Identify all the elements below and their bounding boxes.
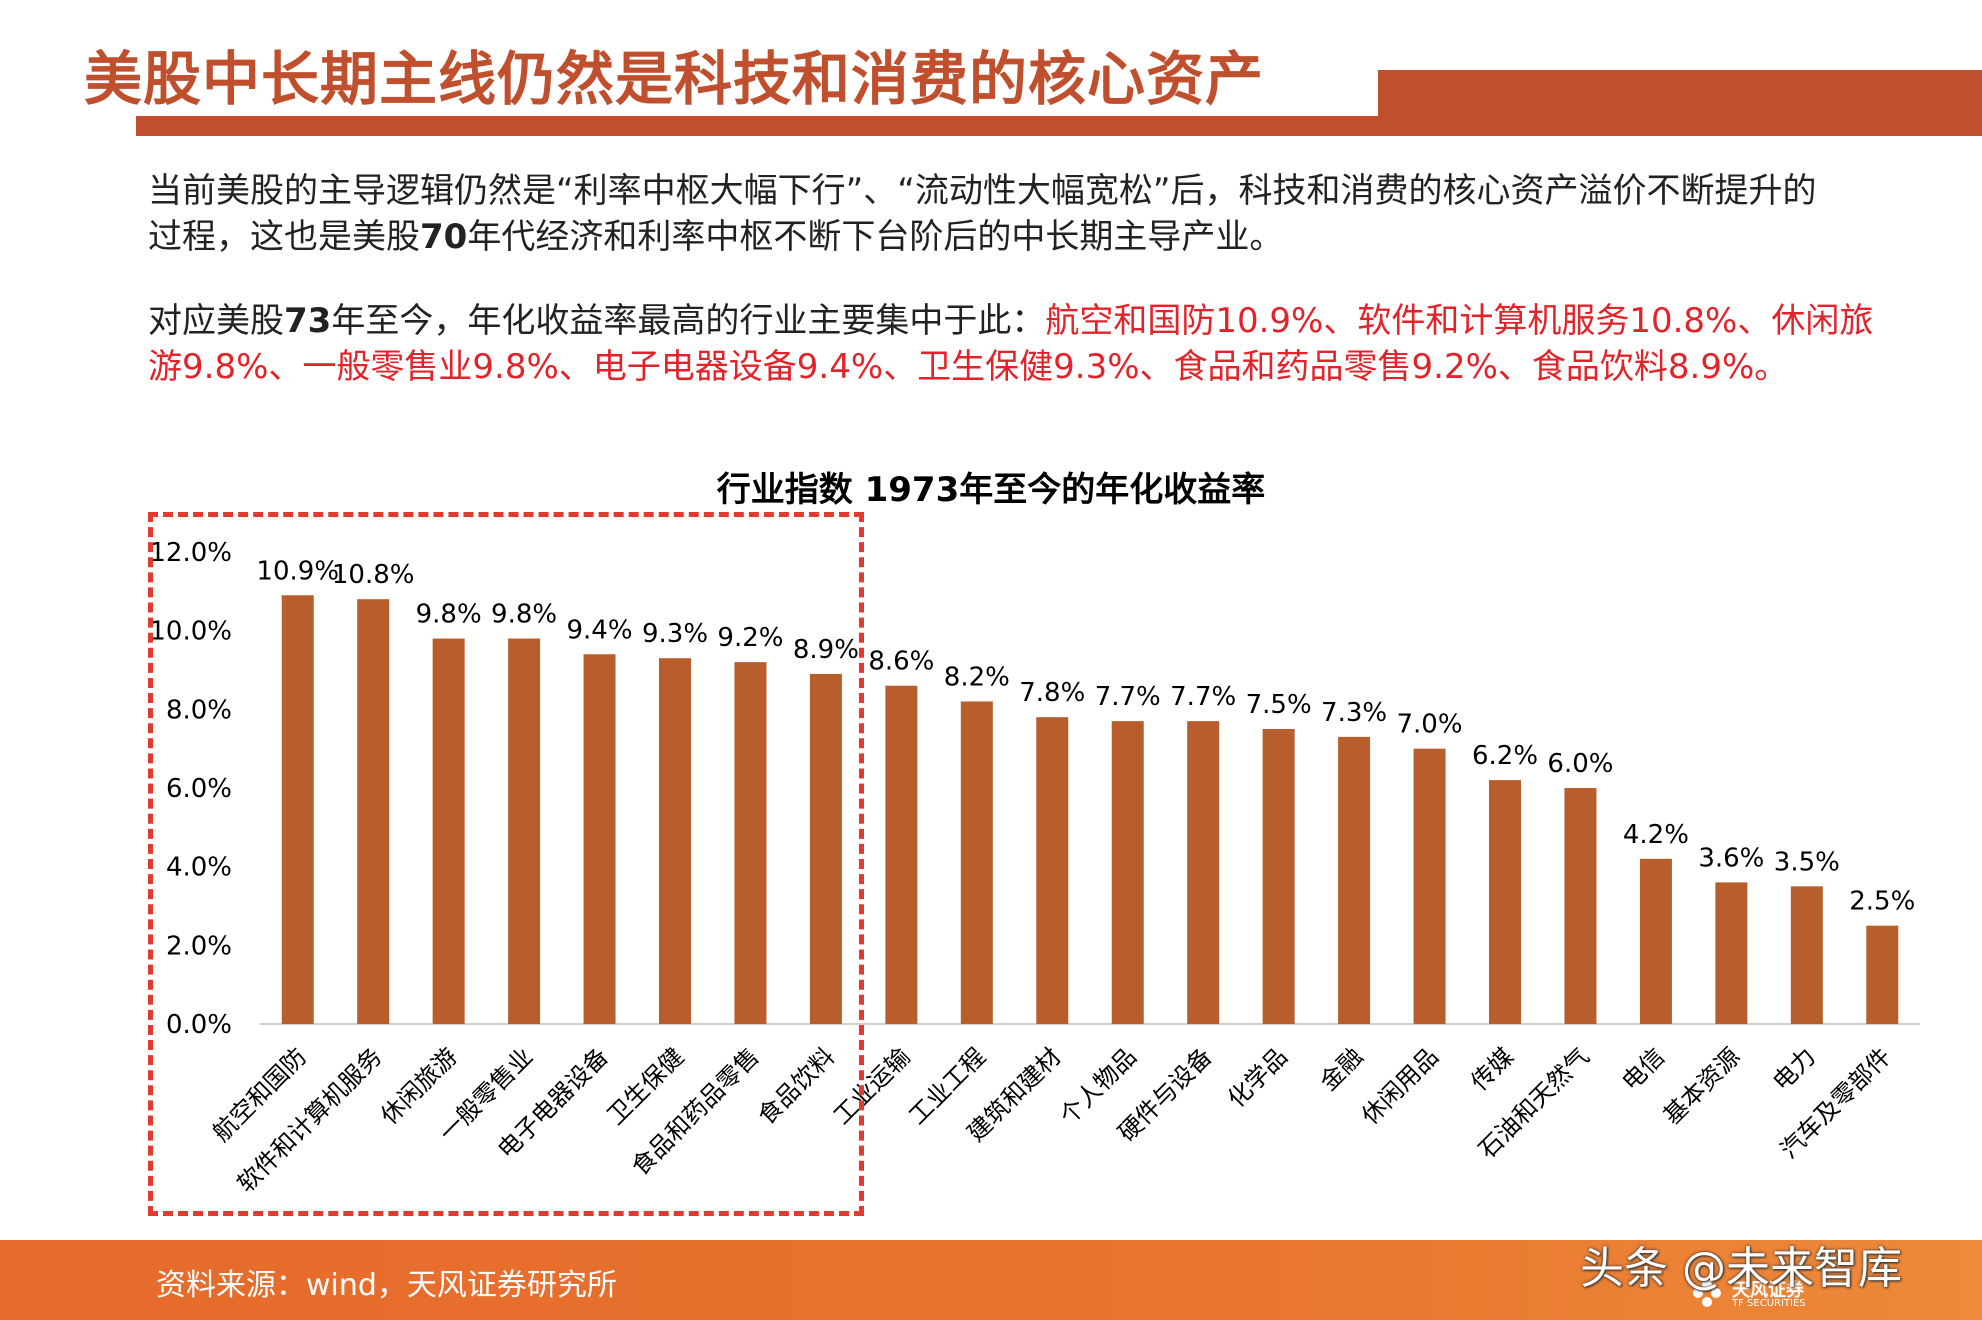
highlight-line-1: 对应美股73年至今，年化收益率最高的行业主要集中于此：航空和国防10.9%、软件… bbox=[148, 298, 1948, 344]
data-label: 10.8% bbox=[332, 560, 415, 590]
data-label: 9.2% bbox=[717, 623, 783, 653]
bar-chart: 0.0%2.0%4.0%6.0%8.0%10.0%12.0%10.9%航空和国防… bbox=[149, 538, 1920, 1198]
intro-line-1: 当前美股的主导逻辑仍然是“利率中枢大幅下行”、“流动性大幅宽松”后，科技和消费的… bbox=[148, 171, 1817, 211]
highlight-box bbox=[148, 512, 864, 1216]
data-label: 9.3% bbox=[642, 619, 708, 649]
bar bbox=[1111, 721, 1144, 1024]
data-label: 8.6% bbox=[868, 647, 934, 677]
data-label: 2.5% bbox=[1849, 887, 1915, 917]
y-tick-label: 8.0% bbox=[166, 695, 232, 725]
para-text: 年至今，年化收益率最高的行业主要集中于此： bbox=[331, 301, 1046, 341]
data-label: 7.7% bbox=[1170, 682, 1236, 712]
data-label: 7.3% bbox=[1321, 698, 1387, 728]
bar bbox=[960, 701, 993, 1024]
bar bbox=[1489, 780, 1521, 1024]
bar bbox=[1790, 886, 1823, 1024]
bar bbox=[357, 599, 390, 1024]
data-label: 7.7% bbox=[1095, 682, 1161, 712]
intro-paragraph: 当前美股的主导逻辑仍然是“利率中枢大幅下行”、“流动性大幅宽松”后，科技和消费的… bbox=[148, 168, 1948, 260]
data-label: 10.9% bbox=[256, 556, 339, 586]
y-tick-label: 2.0% bbox=[166, 931, 232, 961]
para-bold: 73 bbox=[284, 301, 332, 341]
logo-name: 天风证券 bbox=[1732, 1280, 1804, 1301]
data-label: 7.5% bbox=[1246, 690, 1312, 720]
bar bbox=[885, 685, 918, 1024]
intro-text: 年代经济和利率中枢不断下台阶后的中长期主导产业。 bbox=[467, 217, 1284, 257]
data-label: 8.2% bbox=[944, 662, 1010, 692]
para-highlight: 航空和国防10.9%、软件和计算机服务10.8%、休闲旅 bbox=[1045, 301, 1874, 341]
logo-icon bbox=[1693, 1279, 1721, 1307]
chart-title: 行业指数 1973年至今的年化收益率 bbox=[716, 470, 1266, 510]
data-label: 6.0% bbox=[1547, 749, 1613, 779]
data-label: 9.4% bbox=[567, 615, 633, 645]
category-label: 化学品 bbox=[1222, 1042, 1293, 1113]
intro-bold: 70 bbox=[420, 217, 468, 257]
data-label: 6.2% bbox=[1472, 741, 1538, 771]
watermark: 头条 @未来智库 bbox=[1580, 1243, 1902, 1294]
intro-line-2: 过程，这也是美股70年代经济和利率中枢不断下台阶后的中长期主导产业。 bbox=[148, 214, 1948, 260]
category-label: 电力 bbox=[1767, 1042, 1821, 1096]
para-text: 对应美股 bbox=[148, 301, 284, 341]
bar bbox=[1338, 736, 1371, 1024]
bar bbox=[1036, 717, 1069, 1024]
bar bbox=[1413, 748, 1446, 1024]
category-label: 休闲用品 bbox=[1356, 1042, 1444, 1130]
bar bbox=[1715, 882, 1748, 1024]
data-label: 4.2% bbox=[1623, 820, 1689, 850]
logo-subtitle: TF SECURITIES bbox=[1732, 1298, 1806, 1309]
data-label: 3.6% bbox=[1698, 843, 1764, 873]
bar bbox=[1639, 858, 1672, 1024]
bar bbox=[1187, 721, 1220, 1024]
category-label: 基本资源 bbox=[1658, 1042, 1746, 1130]
data-label: 3.5% bbox=[1774, 847, 1840, 877]
bar bbox=[809, 673, 842, 1024]
data-label: 8.9% bbox=[793, 635, 859, 665]
bar bbox=[1564, 788, 1597, 1024]
intro-text: 过程，这也是美股 bbox=[148, 217, 420, 257]
bar bbox=[583, 654, 616, 1024]
bar bbox=[432, 638, 465, 1024]
title-underline bbox=[136, 116, 1982, 136]
data-label: 9.8% bbox=[416, 600, 482, 630]
highlight-paragraph: 对应美股73年至今，年化收益率最高的行业主要集中于此：航空和国防10.9%、软件… bbox=[148, 298, 1948, 390]
category-label: 传媒 bbox=[1466, 1042, 1520, 1096]
footer-bar bbox=[0, 1240, 1982, 1320]
category-label: 电信 bbox=[1616, 1042, 1670, 1096]
bar bbox=[1866, 925, 1899, 1024]
data-label: 7.0% bbox=[1397, 710, 1463, 740]
y-tick-label: 12.0% bbox=[149, 538, 232, 568]
bar bbox=[281, 595, 314, 1024]
category-label: 金融 bbox=[1315, 1042, 1369, 1096]
bar bbox=[1262, 729, 1295, 1024]
bar bbox=[734, 662, 767, 1024]
y-tick-label: 0.0% bbox=[166, 1010, 232, 1040]
source-note: 资料来源：wind，天风证券研究所 bbox=[156, 1268, 617, 1303]
y-tick-label: 10.0% bbox=[149, 617, 232, 647]
bar bbox=[508, 638, 541, 1024]
page-title: 美股中长期主线仍然是科技和消费的核心资产 bbox=[84, 45, 1265, 113]
data-label: 7.8% bbox=[1019, 678, 1085, 708]
data-label: 9.8% bbox=[491, 600, 557, 630]
y-tick-label: 6.0% bbox=[166, 774, 232, 804]
bar bbox=[659, 658, 691, 1024]
highlight-line-2: 游9.8%、一般零售业9.8%、电子电器设备9.4%、卫生保健9.3%、食品和药… bbox=[148, 347, 1789, 387]
y-tick-label: 4.0% bbox=[166, 853, 232, 883]
